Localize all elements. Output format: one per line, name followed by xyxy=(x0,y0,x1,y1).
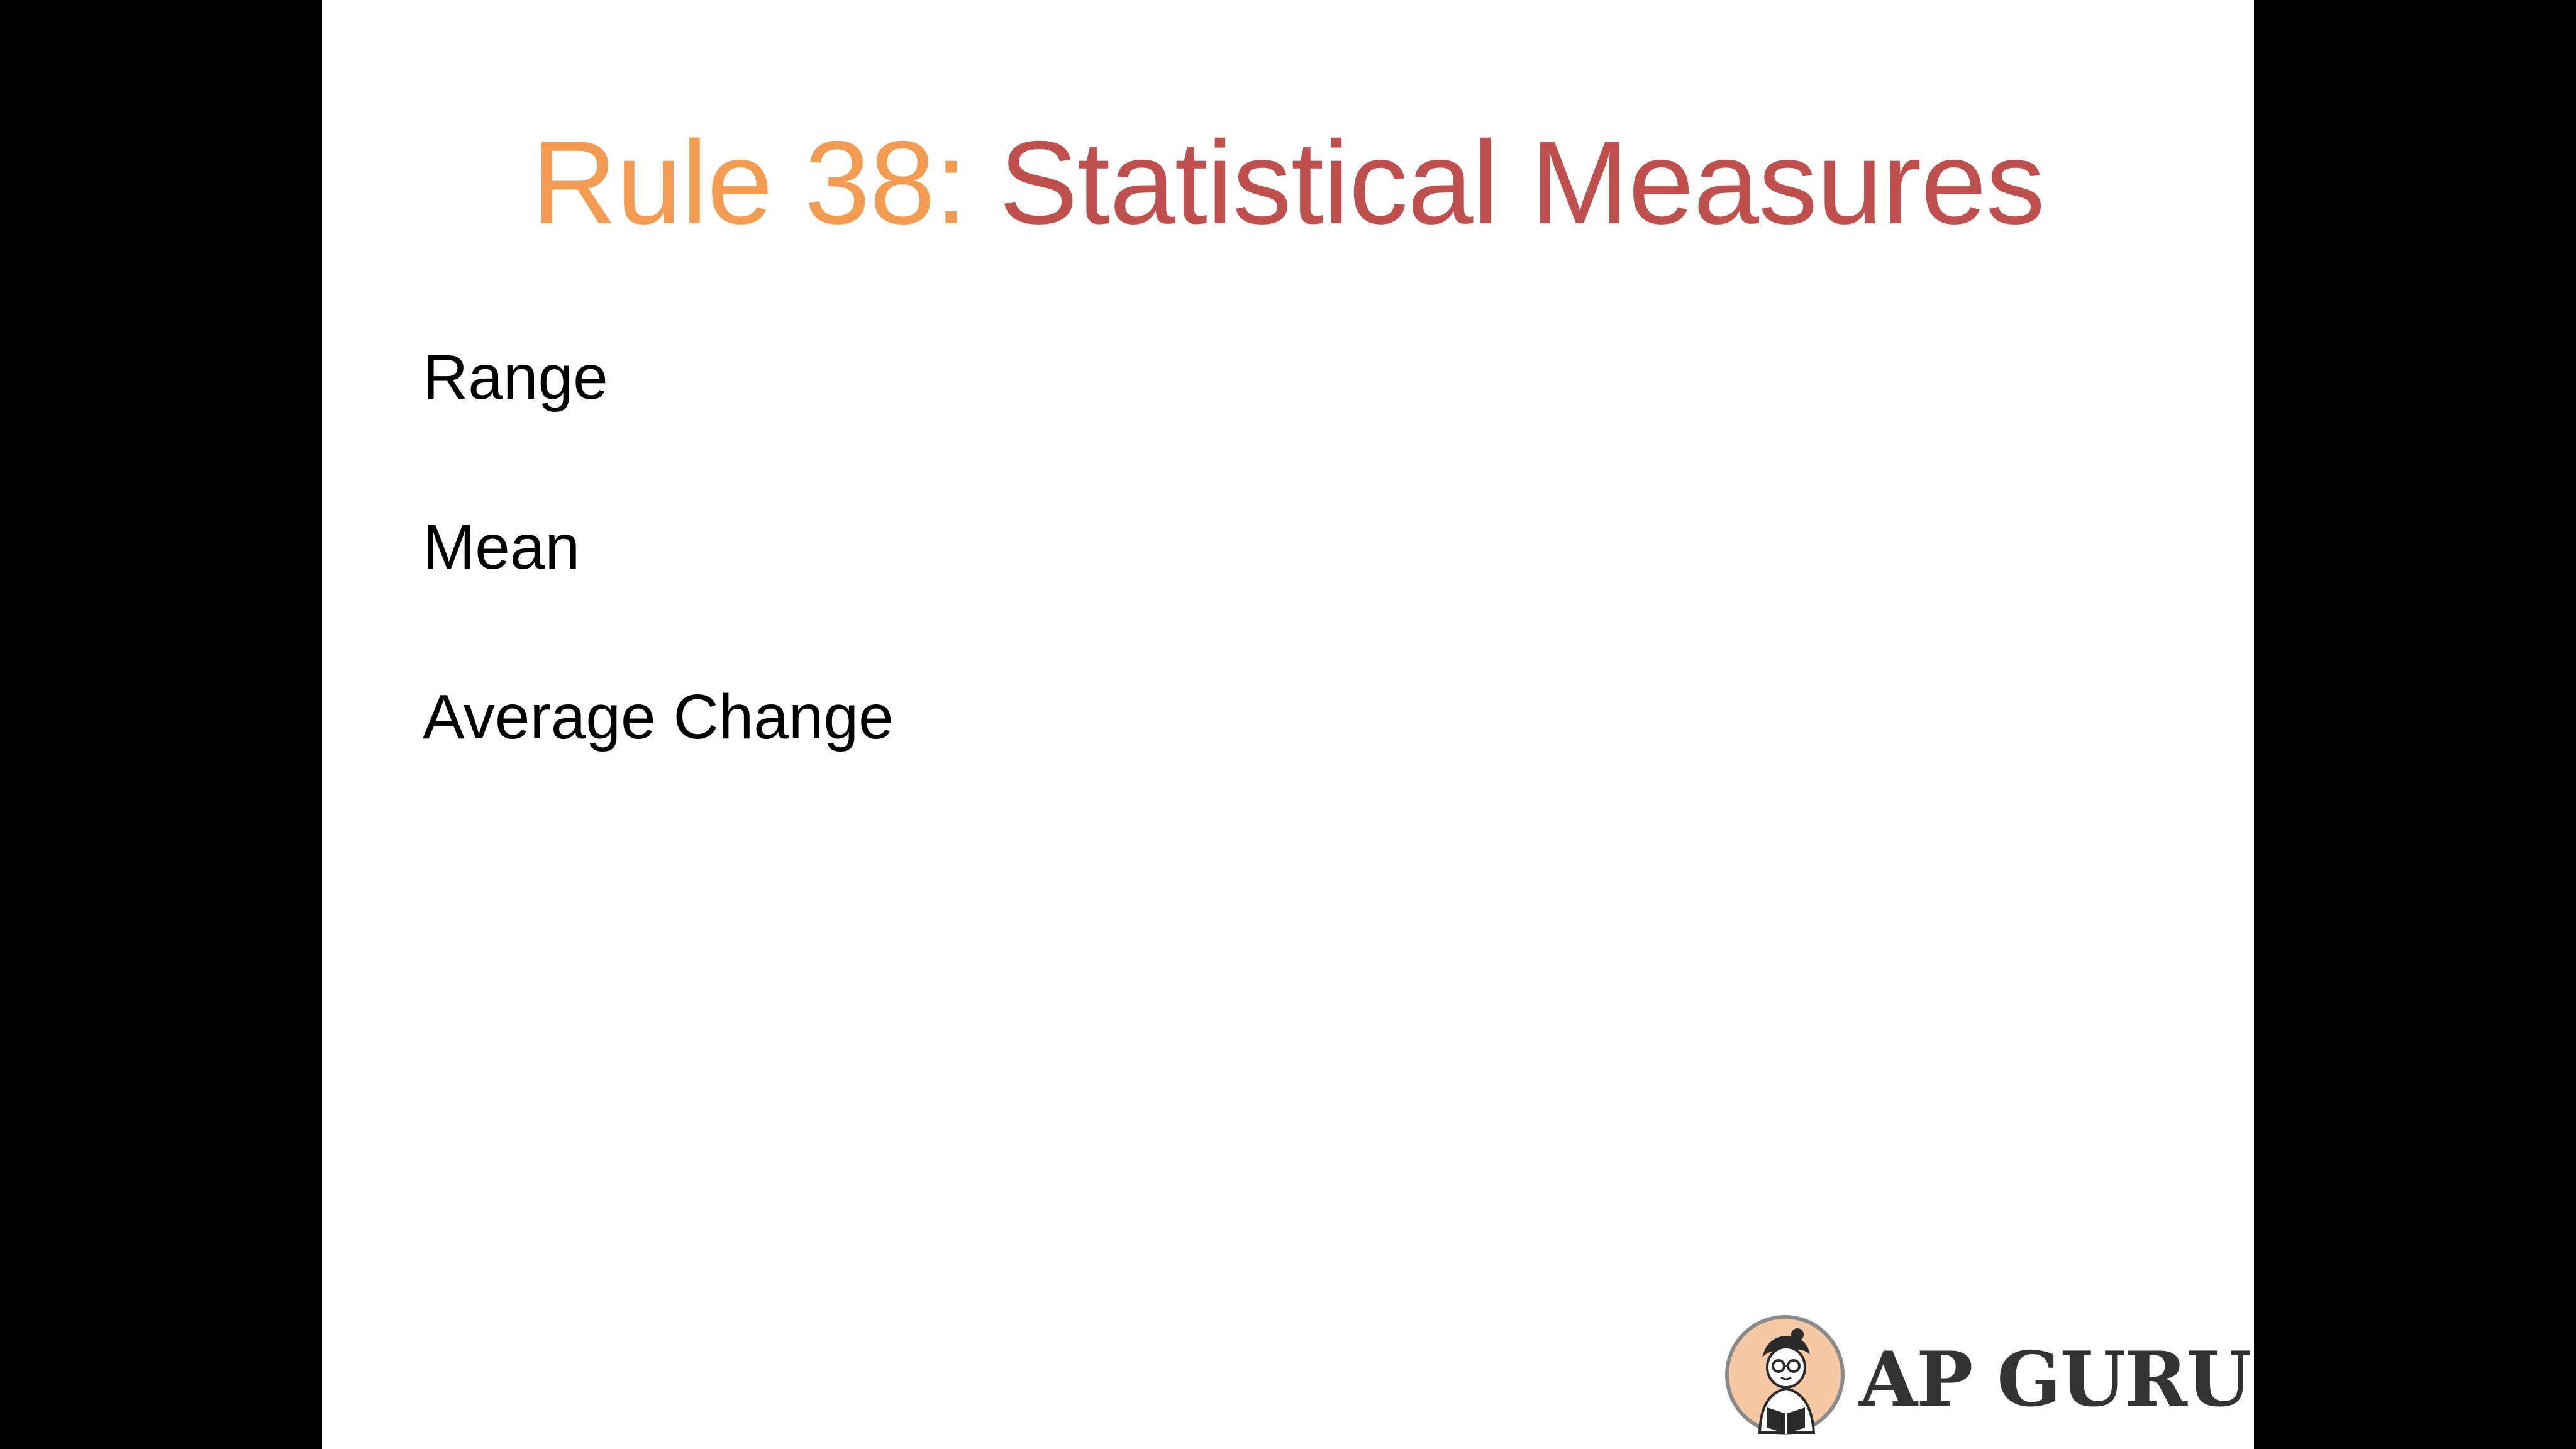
title-rule-number: Rule 38: xyxy=(531,116,999,248)
bullet-item-average-change: Average Change xyxy=(423,682,894,752)
logo-wordmark: AP GURU xyxy=(1859,1335,2252,1424)
reading-student-icon xyxy=(1725,1315,1845,1435)
bullet-list: Range Mean Average Change xyxy=(423,333,894,843)
bullet-item-mean: Mean xyxy=(423,512,580,582)
slide-title: Rule 38: Statistical Measures xyxy=(322,113,2254,252)
title-topic: Statistical Measures xyxy=(999,116,2045,248)
ap-guru-logo: AP GURU xyxy=(1723,1313,2254,1449)
bullet-item-range: Range xyxy=(423,342,608,413)
presentation-slide: Rule 38: Statistical Measures Range Mean… xyxy=(322,0,2254,1449)
